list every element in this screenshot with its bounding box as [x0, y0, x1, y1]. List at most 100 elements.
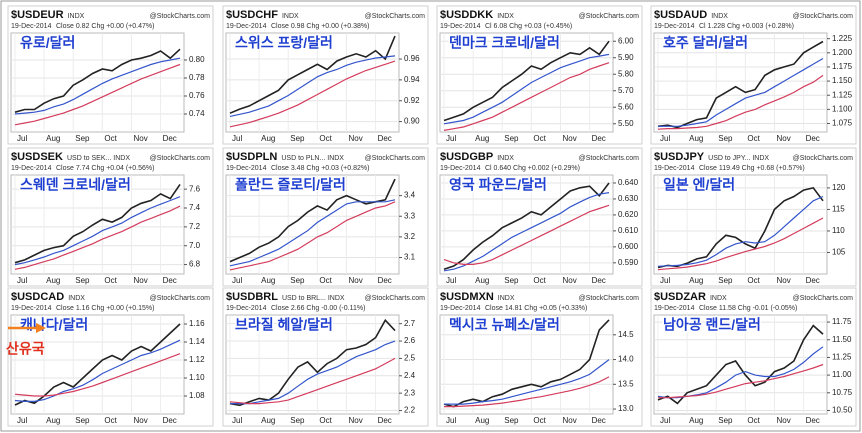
- x-tick-label: Nov: [562, 276, 576, 285]
- source: @StockCharts.com: [365, 295, 426, 302]
- x-tick-label: Jul: [446, 276, 456, 285]
- quote: Close 2.66 Chg -0.00 (-0.11%): [271, 305, 365, 312]
- x-tick-label: Dec: [592, 276, 606, 285]
- x-tick-label: Aug: [261, 416, 275, 425]
- y-tick-label: 1.125: [832, 90, 853, 99]
- y-tick-label: 1.175: [832, 62, 853, 71]
- ticker: $USDAUD: [654, 9, 707, 21]
- moving-average: [229, 199, 396, 267]
- y-tick-label: 0.590: [618, 258, 639, 267]
- x-tick-label: Sep: [504, 134, 519, 143]
- moving-average: [443, 192, 610, 272]
- x-tick-label: Oct: [319, 276, 332, 285]
- x-tick-label: Dec: [163, 134, 177, 143]
- x-tick-label: Jul: [446, 134, 456, 143]
- y-tick-label: 110: [832, 226, 845, 235]
- x-tick-label: Dec: [163, 276, 177, 285]
- price-line: [657, 40, 824, 129]
- y-tick-label: 1.075: [832, 119, 853, 128]
- y-tick-label: 11.00: [832, 370, 852, 379]
- x-tick-label: Oct: [104, 416, 117, 425]
- arrow-head: [36, 323, 46, 333]
- x-tick-label: Jul: [17, 134, 27, 143]
- moving-average: [229, 55, 396, 117]
- plot-area: [225, 32, 400, 133]
- y-tick-label: 0.78: [189, 73, 205, 82]
- x-tick-label: Sep: [718, 276, 733, 285]
- plot-area: [10, 32, 185, 133]
- y-tick-label: 5.70: [618, 86, 634, 95]
- x-tick-label: Aug: [475, 134, 489, 143]
- ticker: $USDCHF: [226, 9, 278, 21]
- moving-average: [14, 353, 181, 397]
- quote: Close 119.49 Chg +0.68 (+0.57%): [699, 165, 805, 172]
- y-tick-label: 0.610: [618, 226, 639, 235]
- y-tick-label: 0.80: [189, 55, 205, 64]
- quote: Close 14.81 Chg +0.05 (+0.33%): [485, 305, 587, 312]
- index-name: USD to JPY... INDX: [708, 155, 769, 162]
- y-tick-label: 1.100: [832, 104, 853, 113]
- price-line: [14, 48, 181, 113]
- moving-average: [657, 74, 824, 130]
- x-tick-label: Jul: [232, 134, 242, 143]
- x-tick-label: Sep: [290, 416, 305, 425]
- y-tick-label: 11.75: [832, 317, 852, 326]
- index-name: USD to BRL... INDX: [282, 295, 345, 302]
- source: @StockCharts.com: [793, 13, 854, 20]
- x-tick-label: Nov: [133, 134, 147, 143]
- x-tick-label: Jul: [660, 416, 670, 425]
- x-tick-label: Sep: [75, 134, 90, 143]
- ticker: $USDCAD: [11, 291, 64, 303]
- moving-average: [658, 363, 824, 399]
- x-tick-label: Dec: [806, 416, 820, 425]
- date: 19-Dec-2014: [440, 305, 481, 312]
- currency-label: 일본 엔/달러: [663, 177, 735, 193]
- x-tick-label: Oct: [747, 416, 760, 425]
- index-name: USD to PLN... INDX: [281, 155, 344, 162]
- index-name: INDX: [498, 295, 515, 302]
- ticker: $USDEUR: [11, 9, 64, 21]
- plot-area: [653, 32, 828, 133]
- moving-average: [229, 357, 396, 405]
- date: 19-Dec-2014: [226, 23, 267, 30]
- quote: Close 1.16 Chg +0.00 (+0.15%): [56, 305, 154, 312]
- x-tick-label: Nov: [776, 276, 790, 285]
- moving-average: [229, 60, 396, 128]
- moving-average: [444, 376, 610, 408]
- y-tick-label: 2.4: [404, 371, 416, 380]
- x-tick-label: Dec: [806, 276, 820, 285]
- y-tick-label: 5.90: [618, 53, 634, 62]
- panel: [7, 147, 214, 287]
- y-tick-label: 7.4: [189, 203, 201, 212]
- y-tick-label: 11.25: [832, 353, 852, 362]
- y-tick-label: 2.2: [404, 406, 416, 415]
- date: 19-Dec-2014: [226, 165, 267, 172]
- quote: Close 7.74 Chg +0.04 (+0.56%): [56, 165, 154, 172]
- date: 19-Dec-2014: [440, 165, 481, 172]
- moving-average: [14, 63, 181, 126]
- price-line: [14, 183, 181, 264]
- x-tick-label: Dec: [378, 416, 392, 425]
- currency-label: 스위스 프랑/달러: [235, 35, 333, 51]
- y-tick-label: 1.14: [189, 337, 205, 346]
- y-tick-label: 2.3: [404, 388, 416, 397]
- price-line: [657, 324, 824, 405]
- moving-average: [443, 53, 610, 125]
- x-tick-label: Aug: [46, 416, 60, 425]
- x-tick-label: Dec: [806, 134, 820, 143]
- ticker: $USDPLN: [226, 151, 277, 163]
- x-tick-label: Aug: [689, 276, 703, 285]
- x-tick-label: Jul: [232, 416, 242, 425]
- moving-average: [443, 62, 610, 131]
- x-tick-label: Aug: [261, 134, 275, 143]
- currency-label: 브라질 헤알/달러: [235, 317, 333, 333]
- index-name: INDX: [497, 155, 514, 162]
- y-tick-label: 7.6: [189, 184, 201, 193]
- currency-label: 스웨덴 크로네/달러: [20, 177, 131, 193]
- y-tick-label: 10.50: [832, 406, 853, 415]
- plot-area: [10, 314, 185, 415]
- quote: Close 0.98 Chg +0.00 (+0.38%): [271, 23, 369, 30]
- y-tick-label: 6.8: [189, 260, 201, 269]
- y-tick-label: 1.10: [189, 373, 205, 382]
